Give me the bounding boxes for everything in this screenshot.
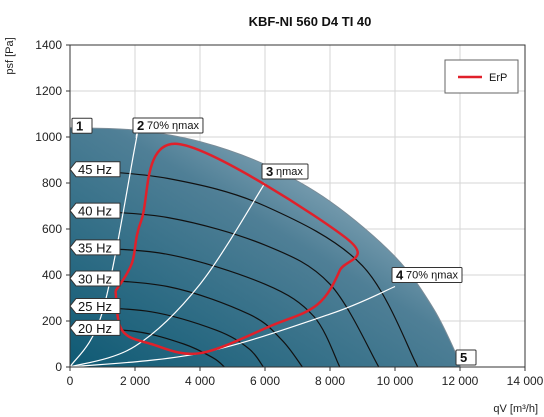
y-tick-label: 600 [42, 222, 62, 236]
legend-label-erp: ErP [489, 72, 507, 84]
frequency-label-text: 25 Hz [78, 299, 112, 314]
x-tick-label: 0 [67, 374, 74, 388]
frequency-label: 45 Hz [69, 161, 121, 178]
x-tick-label: 8 000 [315, 374, 345, 388]
frequency-label-text: 20 Hz [78, 321, 112, 336]
frequency-label: 20 Hz [69, 319, 121, 336]
frequency-label: 35 Hz [69, 239, 121, 256]
point-marker-2: 2 70% ηmax [132, 117, 204, 134]
frequency-curve [70, 277, 303, 367]
y-tick-label: 800 [42, 176, 62, 190]
frequency-label-text: 30 Hz [78, 271, 112, 286]
point-marker-number: 1 [76, 118, 83, 133]
x-tick-label: 12 000 [442, 374, 479, 388]
system-line [70, 285, 396, 367]
x-tick-label: 6 000 [250, 374, 280, 388]
point-marker-5: 5 [455, 349, 477, 366]
frequency-curve [70, 168, 419, 367]
x-ticks: 0 2 000 4 000 6 000 8 000 10 000 12 000 14 000 [67, 367, 544, 388]
frequency-label-text: 35 Hz [78, 240, 112, 255]
x-axis-label: qV [m³/h] [493, 403, 538, 415]
point-marker-number: 2 [137, 118, 144, 133]
plot-frame [69, 44, 526, 368]
frequency-label: 40 Hz [69, 202, 121, 219]
erp-boundary [114, 142, 359, 356]
point-marker-label: 70% ηmax [147, 120, 199, 132]
frequency-labels: 45 Hz 40 Hz 35 Hz 30 Hz 25 Hz 20 Hz [69, 161, 121, 336]
point-marker-3: 3 ηmax [261, 163, 309, 180]
point-marker-label: ηmax [276, 166, 303, 178]
x-tick-label: 4 000 [185, 374, 215, 388]
y-tick-label: 0 [55, 360, 62, 374]
y-axis-label: psf [Pa] [4, 37, 16, 74]
frequency-label-text: 40 Hz [78, 204, 112, 219]
frequency-label-text: 45 Hz [78, 162, 112, 177]
y-tick-label: 400 [42, 268, 62, 282]
chart-title: KBF-NI 560 D4 TI 40 [249, 14, 372, 29]
y-tick-label: 1000 [35, 130, 62, 144]
frequency-curves [70, 168, 419, 367]
system-line [70, 182, 266, 367]
legend: ErP [444, 59, 519, 94]
frequency-label: 25 Hz [69, 298, 121, 315]
point-marker-4: 4 70% ηmax [391, 267, 463, 283]
x-tick-label: 10 000 [377, 374, 414, 388]
point-marker-label: 70% ηmax [406, 270, 458, 282]
point-marker-1: 1 [71, 117, 93, 134]
point-marker-number: 4 [396, 268, 404, 283]
y-ticks: 0 200 400 600 800 1000 1200 1400 [35, 38, 70, 374]
frequency-curve [70, 246, 341, 367]
y-tick-label: 1200 [35, 84, 62, 98]
y-tick-label: 200 [42, 314, 62, 328]
x-tick-label: 2 000 [120, 374, 150, 388]
frequency-label: 30 Hz [69, 270, 121, 286]
x-tick-label: 14 000 [507, 374, 544, 388]
y-tick-label: 1400 [35, 38, 62, 52]
point-marker-number: 5 [460, 350, 467, 365]
frequency-curve [70, 210, 380, 367]
point-marker-number: 3 [266, 164, 273, 179]
